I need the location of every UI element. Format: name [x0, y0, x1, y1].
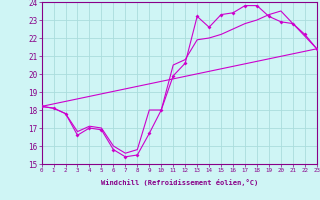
X-axis label: Windchill (Refroidissement éolien,°C): Windchill (Refroidissement éolien,°C)	[100, 179, 258, 186]
